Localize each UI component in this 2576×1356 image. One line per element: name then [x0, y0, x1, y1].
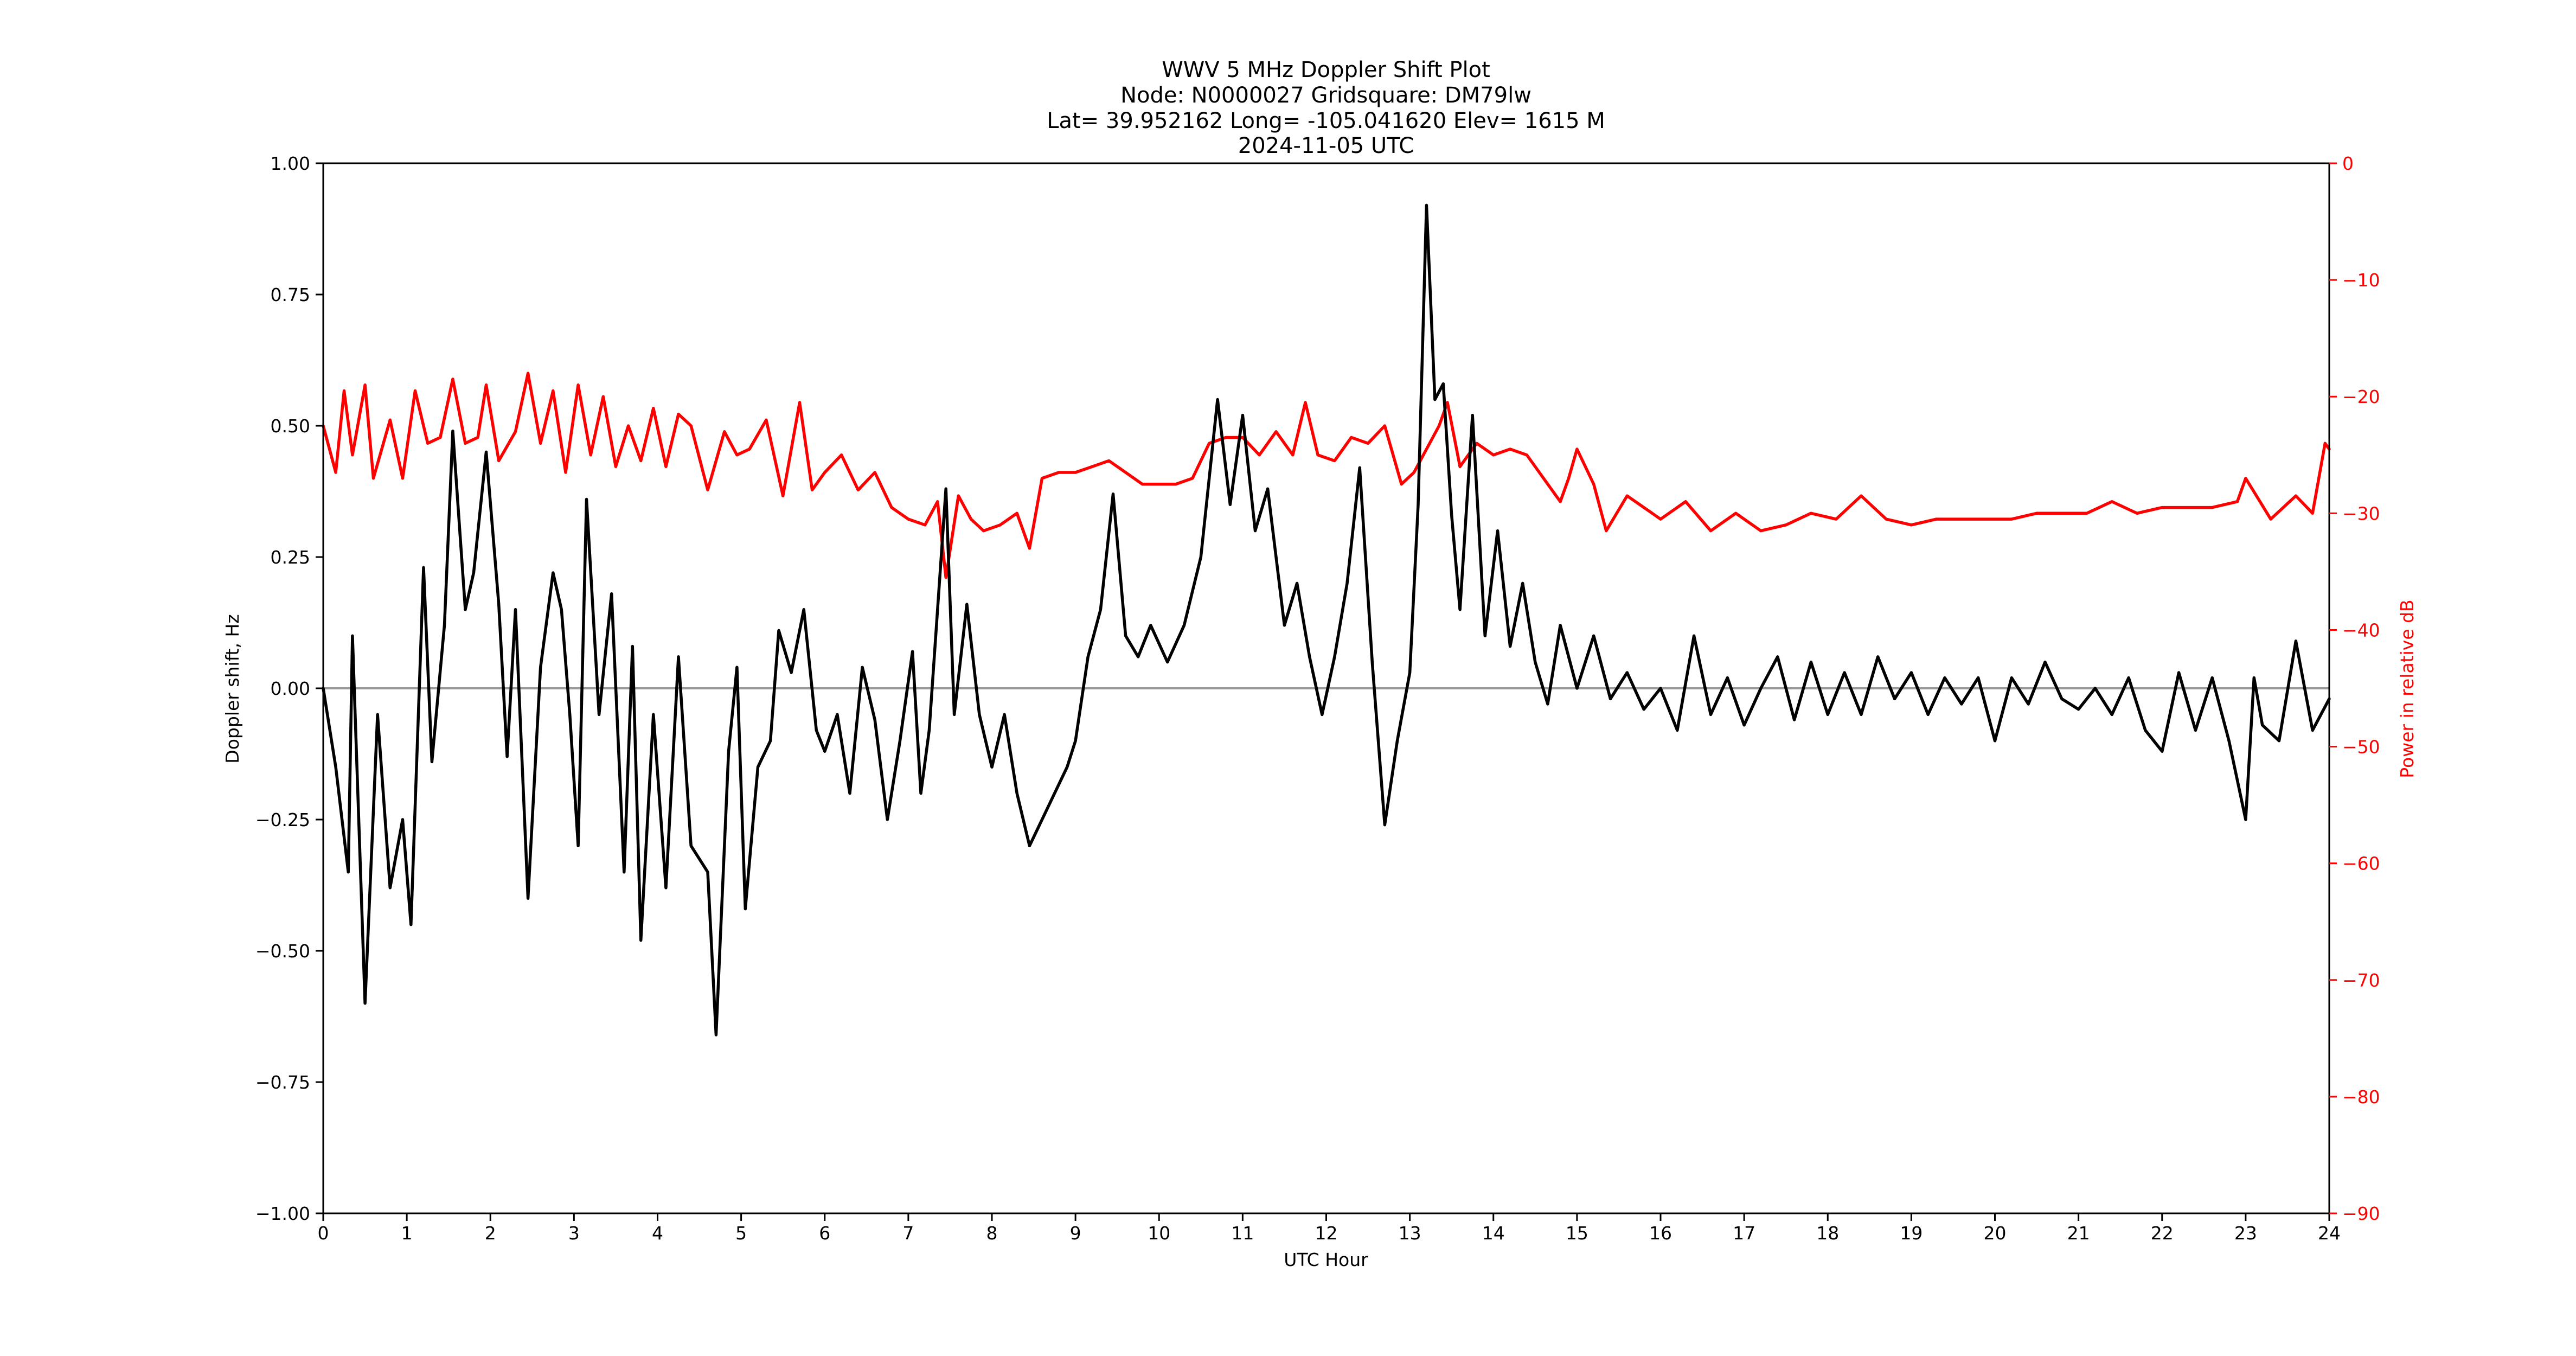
x-tick-label: 19 — [1900, 1223, 1923, 1244]
x-tick-label: 20 — [1984, 1223, 2007, 1244]
y-left-tick-label: −0.75 — [255, 1072, 310, 1093]
x-tick-label: 6 — [819, 1223, 830, 1244]
x-tick-label: 9 — [1070, 1223, 1081, 1244]
title-line-4: 2024-11-05 UTC — [1238, 133, 1414, 158]
x-tick-label: 11 — [1231, 1223, 1254, 1244]
y-left-tick-label: −1.00 — [255, 1203, 310, 1224]
y-right-tick-label: −20 — [2342, 386, 2380, 407]
x-tick-label: 17 — [1733, 1223, 1755, 1244]
y-left-tick-label: 1.00 — [271, 153, 310, 174]
x-tick-label: 3 — [568, 1223, 580, 1244]
x-tick-label: 18 — [1816, 1223, 1839, 1244]
x-tick-label: 16 — [1649, 1223, 1672, 1244]
y-right-tick-label: −80 — [2342, 1086, 2380, 1108]
title-line-2: Node: N0000027 Gridsquare: DM79lw — [1120, 83, 1531, 108]
x-tick-label: 4 — [652, 1223, 663, 1244]
axes: 0 1 2 3 4 5 6 7 8 9 10 11 12 13 14 15 16 17 18 19 20 21 22 23 24… — [255, 153, 2380, 1244]
y-right-tick-label: −60 — [2342, 853, 2380, 874]
x-tick-label: 7 — [902, 1223, 914, 1244]
y-axis-right-label: Power in relative dB — [2396, 599, 2418, 778]
y-left-tick-label: −0.50 — [255, 941, 310, 962]
x-tick-label: 10 — [1148, 1223, 1170, 1244]
plot-area — [322, 203, 2331, 1037]
x-tick-label: 0 — [318, 1223, 329, 1244]
y-left-tick-label: 0.00 — [271, 678, 310, 699]
y-right-tick-label: −50 — [2342, 737, 2380, 758]
x-tick-label: 24 — [2318, 1223, 2341, 1244]
x-tick-label: 21 — [2067, 1223, 2090, 1244]
doppler-shift-line — [322, 203, 2331, 1037]
y-left-tick-label: 0.25 — [271, 547, 310, 568]
y-left-tick-label: 0.75 — [271, 284, 310, 305]
x-axis-label: UTC Hour — [1284, 1249, 1368, 1270]
y-axis-left-label: Doppler shift, Hz — [222, 614, 243, 763]
y-right-tick-label: −10 — [2342, 270, 2380, 291]
y-left-tick-label: −0.25 — [255, 809, 310, 830]
y-right-tick-label: −40 — [2342, 619, 2380, 641]
x-tick-label: 12 — [1315, 1223, 1338, 1244]
y-right-tick-label: −70 — [2342, 970, 2380, 991]
x-tick-label: 13 — [1399, 1223, 1421, 1244]
title-line-1: WWV 5 MHz Doppler Shift Plot — [1162, 57, 1490, 82]
x-tick-label: 14 — [1482, 1223, 1505, 1244]
y-right-tick-label: −90 — [2342, 1203, 2380, 1224]
x-tick-label: 2 — [485, 1223, 496, 1244]
y-left-tick-label: 0.50 — [271, 415, 310, 437]
title-line-3: Lat= 39.952162 Long= -105.041620 Elev= 1… — [1047, 108, 1605, 133]
x-tick-label: 5 — [735, 1223, 747, 1244]
chart-title: WWV 5 MHz Doppler Shift Plot Node: N0000… — [1047, 57, 1605, 158]
y-right-tick-label: −30 — [2342, 503, 2380, 524]
x-tick-label: 23 — [2234, 1223, 2257, 1244]
x-tick-label: 8 — [986, 1223, 998, 1244]
power-line — [322, 372, 2331, 579]
x-tick-label: 15 — [1566, 1223, 1588, 1244]
y-right-tick-label: 0 — [2342, 153, 2354, 174]
x-tick-label: 1 — [401, 1223, 413, 1244]
x-tick-label: 22 — [2151, 1223, 2174, 1244]
